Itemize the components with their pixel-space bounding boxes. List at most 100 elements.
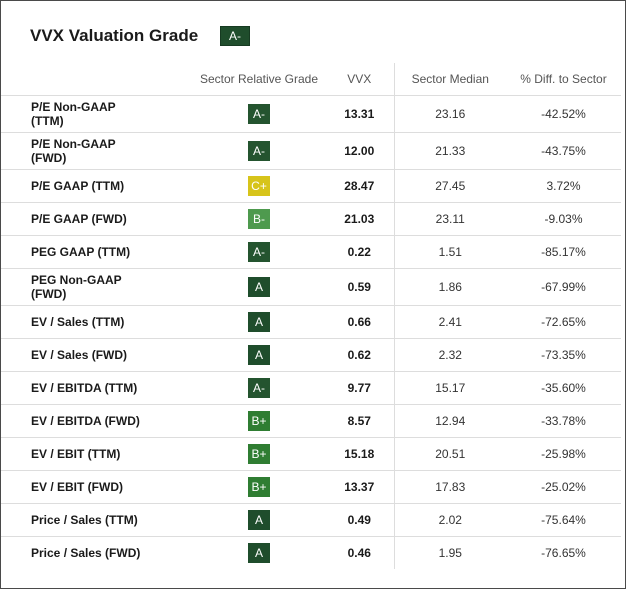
- metric-label[interactable]: P/E GAAP (FWD): [1, 202, 193, 236]
- diff-to-sector-value: -33.78%: [506, 404, 621, 438]
- metric-label[interactable]: Price / Sales (FWD): [1, 536, 193, 569]
- metric-label[interactable]: EV / EBIT (FWD): [1, 470, 193, 504]
- grade-cell: A-: [193, 132, 325, 170]
- sector-median-value: 27.45: [393, 169, 506, 203]
- sector-median-value: 12.94: [393, 404, 506, 438]
- metric-label[interactable]: EV / Sales (FWD): [1, 338, 193, 372]
- grade-badge: A: [248, 510, 270, 530]
- vvx-value: 0.49: [325, 503, 394, 537]
- diff-to-sector-value: -25.02%: [506, 470, 621, 504]
- diff-to-sector-value: -76.65%: [506, 536, 621, 569]
- grade-cell: B+: [193, 404, 325, 438]
- diff-to-sector-value: -42.52%: [506, 95, 621, 133]
- column-header-sector-median[interactable]: Sector Median: [393, 63, 506, 96]
- grade-badge: B+: [248, 444, 270, 464]
- grade-cell: A-: [193, 95, 325, 133]
- grade-badge: B+: [248, 477, 270, 497]
- grade-cell: A-: [193, 235, 325, 269]
- sector-median-value: 2.41: [393, 305, 506, 339]
- sector-median-value: 20.51: [393, 437, 506, 471]
- sector-median-value: 15.17: [393, 371, 506, 405]
- vvx-value: 0.46: [325, 536, 394, 569]
- vvx-value: 0.62: [325, 338, 394, 372]
- diff-to-sector-value: -43.75%: [506, 132, 621, 170]
- grade-badge: A: [248, 543, 270, 563]
- grade-cell: C+: [193, 169, 325, 203]
- sector-median-value: 2.02: [393, 503, 506, 537]
- table-row: EV / EBIT (FWD) B+ 13.37 17.83 -25.02%: [1, 470, 621, 504]
- vvx-value: 13.31: [325, 95, 394, 133]
- table-row: PEG GAAP (TTM) A- 0.22 1.51 -85.17%: [1, 235, 621, 269]
- vvx-value: 12.00: [325, 132, 394, 170]
- table-row: P/E Non-GAAP (TTM) A- 13.31 23.16 -42.52%: [1, 95, 621, 133]
- diff-to-sector-value: -9.03%: [506, 202, 621, 236]
- grade-cell: A: [193, 338, 325, 372]
- metric-label[interactable]: EV / Sales (TTM): [1, 305, 193, 339]
- card-header: VVX Valuation Grade: [30, 23, 198, 49]
- vvx-value: 21.03: [325, 202, 394, 236]
- sector-median-value: 23.11: [393, 202, 506, 236]
- grade-badge: A-: [248, 242, 270, 262]
- vvx-value: 9.77: [325, 371, 394, 405]
- column-header-diff[interactable]: % Diff. to Sector: [520, 72, 607, 86]
- metric-label[interactable]: P/E Non-GAAP (TTM): [1, 95, 193, 133]
- grade-badge: A-: [248, 141, 270, 161]
- grade-cell: A: [193, 536, 325, 569]
- sector-median-value: 2.32: [393, 338, 506, 372]
- sector-median-value: 17.83: [393, 470, 506, 504]
- grade-cell: B+: [193, 470, 325, 504]
- diff-to-sector-value: 3.72%: [506, 169, 621, 203]
- metric-label[interactable]: PEG Non-GAAP (FWD): [1, 268, 193, 306]
- diff-to-sector-value: -67.99%: [506, 268, 621, 306]
- grade-cell: A-: [193, 371, 325, 405]
- sector-median-value: 21.33: [393, 132, 506, 170]
- vvx-value: 0.59: [325, 268, 394, 306]
- column-header-grade[interactable]: Sector Relative Grade: [199, 72, 319, 86]
- sector-median-value: 23.16: [393, 95, 506, 133]
- table-row: P/E GAAP (TTM) C+ 28.47 27.45 3.72%: [1, 169, 621, 203]
- grade-cell: B-: [193, 202, 325, 236]
- grade-badge: A-: [248, 378, 270, 398]
- sector-median-value: 1.95: [393, 536, 506, 569]
- sector-median-value: 1.86: [393, 268, 506, 306]
- table-row: Price / Sales (TTM) A 0.49 2.02 -75.64%: [1, 503, 621, 537]
- table-row: EV / EBIT (TTM) B+ 15.18 20.51 -25.98%: [1, 437, 621, 471]
- metric-label[interactable]: P/E Non-GAAP (FWD): [1, 132, 193, 170]
- grade-badge: A-: [248, 104, 270, 124]
- metric-label[interactable]: P/E GAAP (TTM): [1, 169, 193, 203]
- diff-to-sector-value: -75.64%: [506, 503, 621, 537]
- valuation-table: Sector Relative Grade VVX Sector Median …: [1, 63, 621, 569]
- diff-to-sector-value: -73.35%: [506, 338, 621, 372]
- metric-label[interactable]: EV / EBIT (TTM): [1, 437, 193, 471]
- diff-to-sector-value: -35.60%: [506, 371, 621, 405]
- grade-badge: B-: [248, 209, 270, 229]
- grade-cell: A: [193, 503, 325, 537]
- grade-badge: A: [248, 277, 270, 297]
- metric-label[interactable]: EV / EBITDA (FWD): [1, 404, 193, 438]
- metric-label[interactable]: Price / Sales (TTM): [1, 503, 193, 537]
- overall-grade-badge: A-: [220, 26, 250, 46]
- page-title: VVX Valuation Grade: [30, 26, 199, 45]
- grade-badge: B+: [248, 411, 270, 431]
- table-row: Price / Sales (FWD) A 0.46 1.95 -76.65%: [1, 536, 621, 569]
- column-header-metric: [1, 63, 193, 96]
- table-row: EV / EBITDA (TTM) A- 9.77 15.17 -35.60%: [1, 371, 621, 405]
- metric-label[interactable]: PEG GAAP (TTM): [1, 235, 193, 269]
- metric-label[interactable]: EV / EBITDA (TTM): [1, 371, 193, 405]
- table-row: P/E GAAP (FWD) B- 21.03 23.11 -9.03%: [1, 202, 621, 236]
- grade-badge: C+: [248, 176, 270, 196]
- grade-cell: B+: [193, 437, 325, 471]
- vvx-value: 8.57: [325, 404, 394, 438]
- diff-to-sector-value: -85.17%: [506, 235, 621, 269]
- grade-badge: A: [248, 345, 270, 365]
- table-row: EV / Sales (FWD) A 0.62 2.32 -73.35%: [1, 338, 621, 372]
- sector-median-value: 1.51: [393, 235, 506, 269]
- diff-to-sector-value: -25.98%: [506, 437, 621, 471]
- vvx-value: 28.47: [325, 169, 394, 203]
- table-row: EV / Sales (TTM) A 0.66 2.41 -72.65%: [1, 305, 621, 339]
- grade-cell: A: [193, 305, 325, 339]
- table-row: P/E Non-GAAP (FWD) A- 12.00 21.33 -43.75%: [1, 132, 621, 170]
- column-header-vvx[interactable]: VVX: [347, 72, 372, 86]
- table-row: EV / EBITDA (FWD) B+ 8.57 12.94 -33.78%: [1, 404, 621, 438]
